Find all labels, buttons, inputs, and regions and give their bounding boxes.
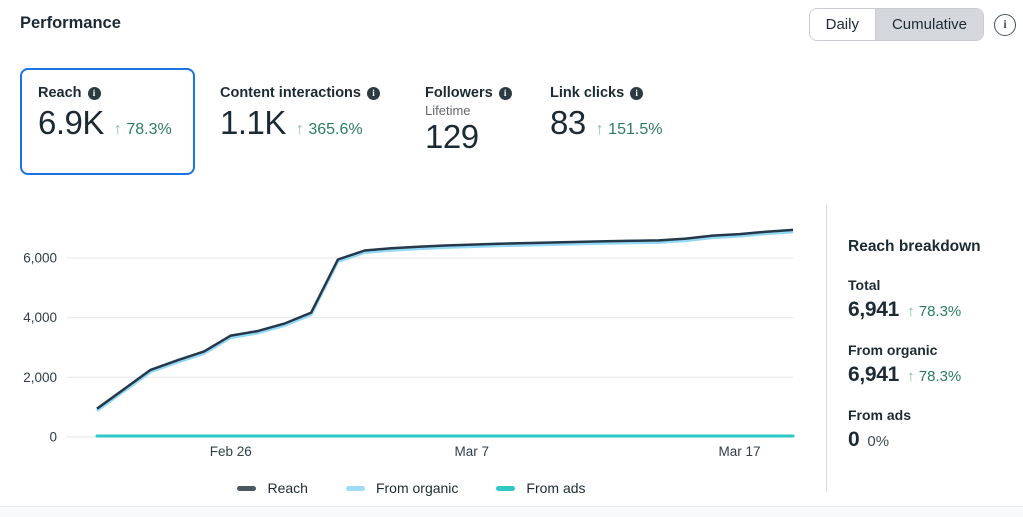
y-tick-label: 0 bbox=[49, 430, 57, 445]
from-organic-line bbox=[96, 230, 794, 412]
metric-value: 1.1K bbox=[220, 104, 286, 141]
up-arrow-icon: ↑ bbox=[907, 368, 915, 385]
x-tick-label: Mar 17 bbox=[718, 444, 760, 459]
legend-item-from-organic: From organic bbox=[345, 480, 459, 496]
organic-line-swatch-icon bbox=[345, 485, 365, 491]
y-tick-label: 4,000 bbox=[23, 310, 57, 325]
metric-delta: 365.6% bbox=[308, 121, 363, 138]
breakdown-row-label: From ads bbox=[848, 407, 912, 423]
breakdown-value: 6,941 bbox=[848, 298, 900, 321]
daily-button[interactable]: Daily bbox=[809, 9, 875, 40]
legend-item-from-ads: From ads bbox=[496, 480, 586, 496]
metric-label: Content interactions bbox=[220, 85, 361, 101]
metric-label: Followers bbox=[425, 85, 493, 101]
y-tick-label: 2,000 bbox=[23, 370, 57, 385]
reach-line bbox=[96, 228, 794, 410]
legend-label: Reach bbox=[267, 480, 308, 496]
reach-line-swatch-icon bbox=[237, 485, 257, 491]
breakdown-delta: 78.3% bbox=[918, 303, 962, 320]
metric-sublabel: Lifetime bbox=[425, 103, 471, 118]
metric-card-content-interactions[interactable]: Content interactions i 1.1K ↑ 365.6% bbox=[220, 85, 380, 142]
breakdown-row-value: 6,941 ↑ 78.3% bbox=[848, 298, 1013, 322]
chart-legend: Reach From organic From ads bbox=[0, 480, 823, 496]
info-icon[interactable]: i bbox=[366, 86, 380, 100]
metric-card-reach[interactable]: Reach i 6.9K ↑ 78.3% bbox=[20, 68, 195, 175]
breakdown-row-label: From organic bbox=[848, 342, 938, 358]
up-arrow-icon: ↑ bbox=[113, 121, 122, 138]
metric-delta: 78.3% bbox=[126, 121, 172, 138]
metric-value: 129 bbox=[425, 118, 479, 155]
breakdown-value: 6,941 bbox=[848, 363, 900, 386]
info-icon[interactable]: i bbox=[87, 86, 101, 100]
y-tick-label: 6,000 bbox=[23, 251, 57, 266]
info-icon[interactable]: i bbox=[498, 86, 512, 100]
breakdown-delta: 78.3% bbox=[918, 368, 962, 385]
metric-label: Link clicks bbox=[550, 85, 625, 101]
info-icon[interactable]: i bbox=[630, 86, 644, 100]
x-tick-label: Feb 26 bbox=[210, 444, 252, 459]
breakdown-title: Reach breakdown bbox=[848, 238, 981, 255]
breakdown-row-value: 6,941 ↑ 78.3% bbox=[848, 363, 1013, 387]
metric-label: Reach bbox=[38, 85, 82, 101]
breakdown-row-value: 0 0% bbox=[848, 428, 1013, 452]
header-controls: Daily Cumulative i bbox=[808, 8, 1016, 41]
breakdown-value: 0 bbox=[848, 428, 860, 451]
metric-value: 83 bbox=[550, 104, 586, 141]
reach-breakdown-panel: Reach breakdown Total 6,941 ↑ 78.3% From … bbox=[848, 238, 1013, 472]
cumulative-button[interactable]: Cumulative bbox=[874, 9, 983, 40]
metric-card-link-clicks[interactable]: Link clicks i 83 ↑ 151.5% bbox=[550, 85, 662, 142]
breakdown-row-label: Total bbox=[848, 277, 881, 293]
performance-chart: 0 2,000 4,000 6,000 Feb 26 Mar 7 Mar 17 bbox=[23, 228, 795, 459]
legend-item-reach: Reach bbox=[237, 480, 308, 496]
page-title: Performance bbox=[20, 14, 121, 32]
vertical-divider bbox=[826, 205, 827, 492]
up-arrow-icon: ↑ bbox=[907, 303, 915, 320]
next-section-edge bbox=[0, 506, 1023, 517]
info-icon[interactable]: i bbox=[994, 13, 1016, 36]
legend-label: From organic bbox=[375, 480, 459, 496]
breakdown-delta: 0% bbox=[867, 433, 890, 450]
up-arrow-icon: ↑ bbox=[595, 121, 604, 138]
ads-line-swatch-icon bbox=[496, 485, 516, 491]
x-tick-label: Mar 7 bbox=[455, 444, 490, 459]
metric-value: 6.9K bbox=[38, 104, 104, 141]
metric-delta: 151.5% bbox=[608, 121, 663, 138]
view-toggle: Daily Cumulative bbox=[808, 8, 984, 41]
metric-card-followers[interactable]: Followers i Lifetime 129 bbox=[425, 85, 512, 156]
legend-label: From ads bbox=[526, 480, 586, 496]
up-arrow-icon: ↑ bbox=[295, 121, 304, 138]
